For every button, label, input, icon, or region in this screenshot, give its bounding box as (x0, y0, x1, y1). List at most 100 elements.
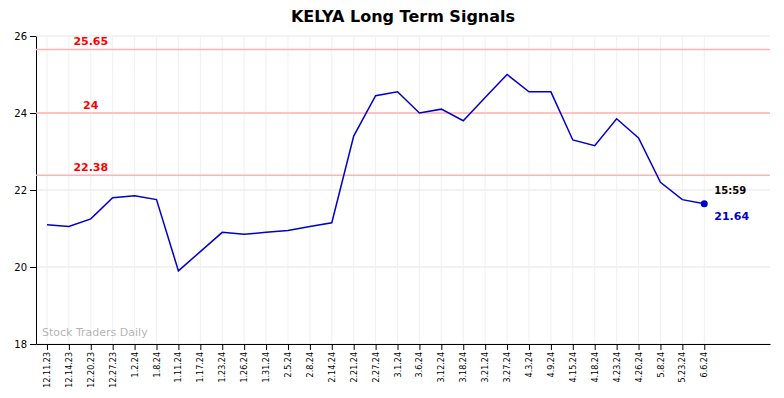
tick-label: 12.14.23 (65, 352, 74, 388)
tick-label: 1.26.24 (240, 352, 249, 383)
grid-line (36, 344, 770, 345)
tick-mark (178, 344, 179, 350)
tick-mark (30, 344, 36, 345)
x-tick: 12.27.23 (109, 344, 118, 388)
tick-label: 20 (14, 262, 27, 273)
x-tick: 2.8.24 (306, 344, 315, 377)
grid-line (485, 36, 486, 344)
y-tick: 22 (14, 185, 36, 196)
tick-mark (266, 344, 267, 350)
grid-line (134, 36, 135, 344)
grid-line (660, 36, 661, 344)
price-line (47, 75, 704, 271)
x-tick: 4.18.24 (591, 344, 600, 383)
grid-line (441, 36, 442, 344)
grid-line (36, 190, 770, 191)
tick-label: 3.6.24 (415, 352, 424, 377)
tick-mark (376, 344, 377, 350)
grid-line (682, 36, 683, 344)
signal-label: 24 (83, 99, 99, 112)
last-point (701, 200, 708, 207)
tick-label: 3.27.24 (503, 352, 512, 383)
x-tick: 1.2.24 (131, 344, 140, 377)
grid-line (331, 36, 332, 344)
tick-mark (354, 344, 355, 350)
grid-line (550, 36, 551, 344)
y-axis: 18 20 22 24 26 (14, 31, 36, 350)
tick-label: 2.21.24 (350, 352, 359, 383)
grid-line (90, 36, 91, 344)
x-tick: 4.9.24 (547, 344, 556, 377)
grid-line (463, 36, 464, 344)
grid-line (244, 36, 245, 344)
tick-label: 3.21.24 (481, 352, 490, 383)
plot-area (36, 49, 770, 270)
tick-mark (660, 344, 661, 350)
x-tick: 4.15.24 (569, 344, 578, 383)
tick-mark (595, 344, 596, 350)
y-tick: 20 (14, 262, 36, 273)
grid-line (375, 36, 376, 344)
grid-line (112, 36, 113, 344)
tick-mark (30, 113, 36, 114)
x-tick: 6.6.24 (700, 344, 709, 377)
tick-label: 1.23.24 (218, 352, 227, 383)
tick-label: 5.8.24 (657, 352, 666, 377)
tick-label: 24 (14, 108, 27, 119)
x-tick: 12.14.23 (65, 344, 74, 388)
x-tick: 1.11.24 (174, 344, 183, 383)
x-tick: 3.18.24 (459, 344, 468, 383)
tick-label: 2.14.24 (328, 352, 337, 383)
x-tick: 4.26.24 (635, 344, 644, 383)
x-tick: 3.21.24 (481, 344, 490, 383)
tick-label: 4.26.24 (635, 352, 644, 383)
annotations: 25.652422.3815:5921.64Stock Traders Dail… (42, 35, 749, 339)
tick-mark (200, 344, 201, 350)
tick-mark (551, 344, 552, 350)
last-price: 21.64 (714, 210, 749, 223)
y-tick: 18 (14, 339, 36, 350)
x-tick: 5.23.24 (678, 344, 687, 383)
tick-mark (332, 344, 333, 350)
x-tick: 2.27.24 (372, 344, 381, 383)
x-tick: 1.17.24 (196, 344, 205, 383)
grid-line (287, 36, 288, 344)
signal-line (36, 49, 770, 51)
y-tick: 24 (14, 108, 36, 119)
tick-label: 4.9.24 (547, 352, 556, 377)
x-tick: 5.8.24 (657, 344, 666, 377)
x-tick: 2.14.24 (328, 344, 337, 383)
grid-line (397, 36, 398, 344)
tick-label: 3.18.24 (459, 352, 468, 383)
axis-line (37, 344, 771, 345)
x-tick: 3.1.24 (394, 344, 403, 377)
x-tick: 2.5.24 (284, 344, 293, 377)
grid-line (36, 36, 770, 37)
tick-mark (617, 344, 618, 350)
tick-label: 1.2.24 (131, 352, 140, 377)
tick-label: 2.5.24 (284, 352, 293, 377)
tick-mark (47, 344, 48, 350)
tick-mark (507, 344, 508, 350)
tick-mark (639, 344, 640, 350)
grid-line (528, 36, 529, 344)
tick-label: 26 (14, 31, 27, 42)
tick-label: 12.11.23 (43, 352, 52, 388)
tick-mark (463, 344, 464, 350)
signal-label: 22.38 (73, 161, 108, 174)
tick-label: 2.8.24 (306, 352, 315, 377)
chart: 18 20 22 24 26 12.11.23 12.14.23 12.20.23 12.27.… (0, 0, 784, 398)
x-tick: 3.12.24 (437, 344, 446, 383)
tick-label: 12.20.23 (87, 352, 96, 388)
x-tick: 4.23.24 (613, 344, 622, 383)
tick-mark (30, 36, 36, 37)
signal-label: 25.65 (73, 35, 108, 48)
x-tick: 12.11.23 (43, 344, 52, 388)
grid-line (156, 36, 157, 344)
tick-label: 4.18.24 (591, 352, 600, 383)
x-tick: 4.3.24 (525, 344, 534, 377)
tick-mark (441, 344, 442, 350)
tick-mark (69, 344, 70, 350)
grid-line (200, 36, 201, 344)
tick-label: 22 (14, 185, 27, 196)
